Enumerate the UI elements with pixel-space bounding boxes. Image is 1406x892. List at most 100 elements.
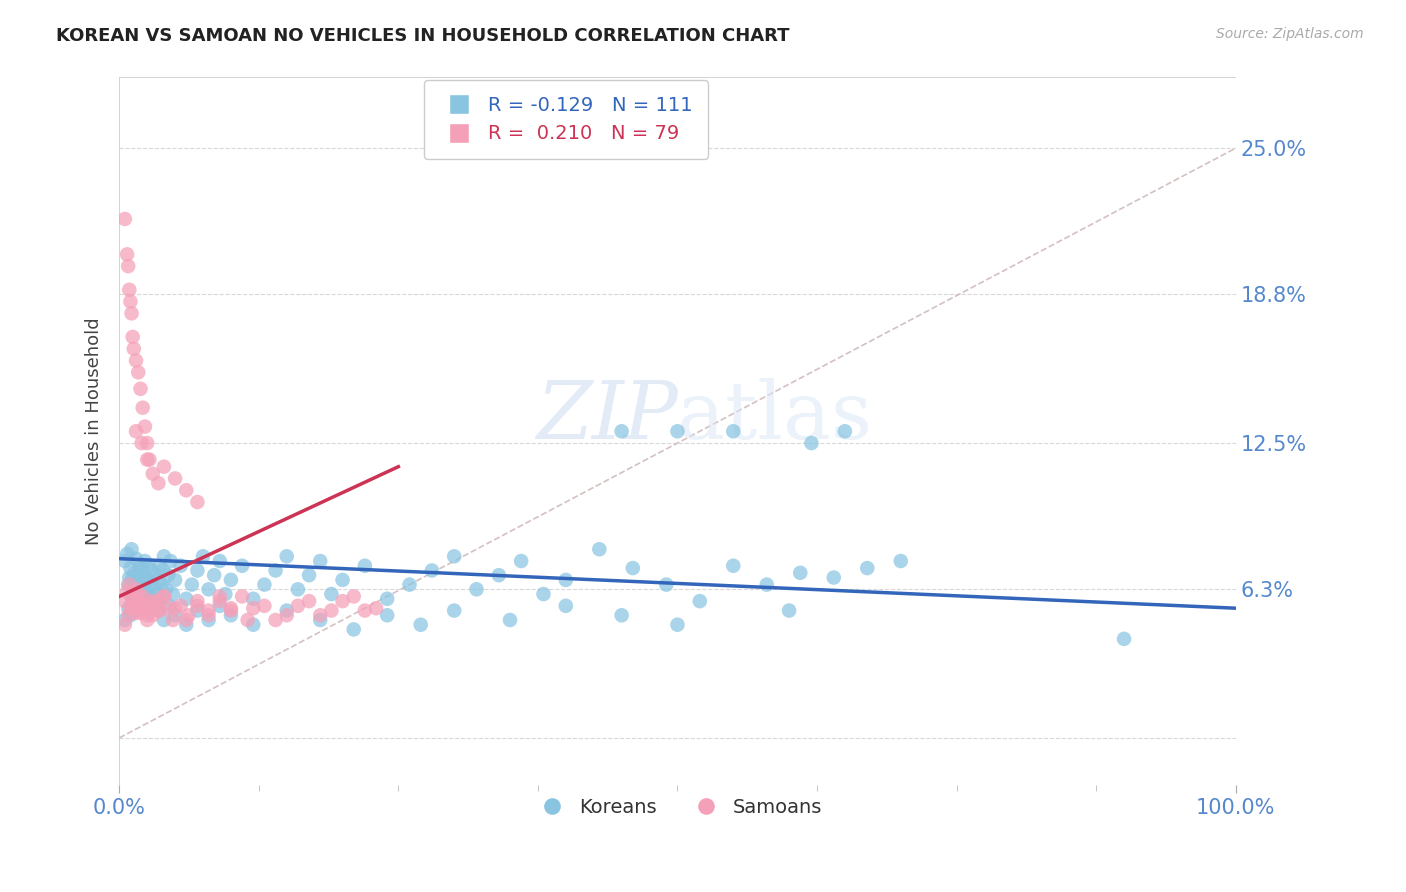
Point [134,554,156,568]
Point [148,603,170,617]
Point [139,577,162,591]
Point [309,613,332,627]
Point [298,594,321,608]
Point [165,608,187,623]
Point [354,558,377,573]
Point [155,582,177,597]
Point [153,459,176,474]
Point [443,549,465,564]
Point [214,587,236,601]
Point [143,568,166,582]
Point [510,554,533,568]
Point [138,597,160,611]
Point [145,594,167,608]
Point [197,603,219,617]
Point [142,608,165,623]
Text: KOREAN VS SAMOAN NO VEHICLES IN HOUSEHOLD CORRELATION CHART: KOREAN VS SAMOAN NO VEHICLES IN HOUSEHOL… [56,27,790,45]
Point [142,467,165,481]
Point [298,568,321,582]
Point [118,570,141,584]
Point [443,603,465,617]
Point [128,558,150,573]
Point [343,623,366,637]
Point [276,608,298,623]
Point [148,603,170,617]
Point [153,590,176,604]
Point [114,211,136,226]
Point [621,561,644,575]
Point [208,590,231,604]
Point [132,590,155,604]
Point [253,599,276,613]
Point [1112,632,1135,646]
Point [125,353,148,368]
Point [165,573,187,587]
Point [117,601,139,615]
Point [121,306,143,320]
Point [142,582,165,597]
Point [242,617,264,632]
Point [177,608,200,623]
Point [131,564,153,578]
Point [242,601,264,615]
Point [165,471,187,485]
Point [170,558,193,573]
Point [132,568,155,582]
Point [118,283,141,297]
Point [120,601,142,615]
Point [778,603,800,617]
Point [117,608,139,623]
Point [162,587,184,601]
Point [174,483,197,498]
Point [153,549,176,564]
Point [141,564,163,578]
Point [723,424,745,438]
Text: Source: ZipAtlas.com: Source: ZipAtlas.com [1216,27,1364,41]
Point [309,554,332,568]
Point [114,554,136,568]
Point [253,577,276,591]
Point [150,577,173,591]
Point [343,590,366,604]
Point [127,594,149,608]
Point [364,601,387,615]
Point [121,542,143,557]
Point [120,294,142,309]
Point [125,606,148,620]
Point [121,594,143,608]
Point [287,582,309,597]
Point [129,606,152,620]
Point [834,424,856,438]
Point [332,573,354,587]
Point [191,549,214,564]
Point [488,568,510,582]
Point [499,613,522,627]
Point [145,601,167,615]
Point [120,561,142,575]
Point [186,564,208,578]
Point [122,342,145,356]
Point [890,554,912,568]
Point [666,617,689,632]
Point [186,599,208,613]
Point [157,601,180,615]
Point [136,573,159,587]
Text: atlas: atlas [678,378,873,456]
Point [231,590,253,604]
Point [666,424,689,438]
Point [186,603,208,617]
Point [132,401,155,415]
Point [465,582,488,597]
Point [208,599,231,613]
Point [121,570,143,584]
Point [219,573,242,587]
Point [420,564,443,578]
Point [128,590,150,604]
Point [118,577,141,591]
Point [153,613,176,627]
Point [309,608,332,623]
Point [242,591,264,606]
Point [197,582,219,597]
Point [127,594,149,608]
Point [136,452,159,467]
